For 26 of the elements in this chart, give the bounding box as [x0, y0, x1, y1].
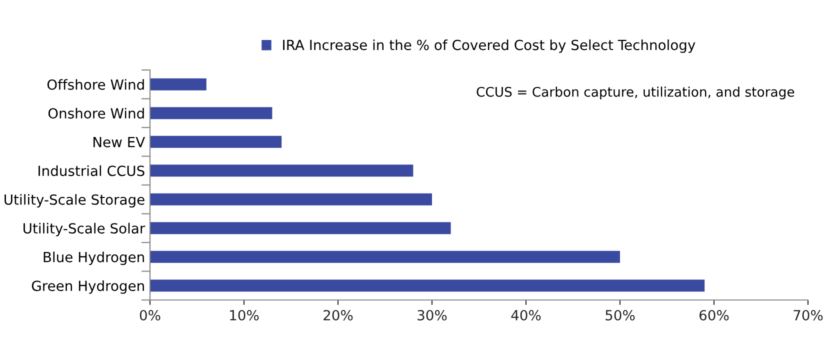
x-tick-label: 10% — [230, 310, 259, 320]
y-tick-label: Blue Hydrogen — [44, 252, 144, 266]
bar — [150, 193, 432, 206]
y-tick-label: Onshore Wind — [48, 108, 144, 119]
x-tick-label: 70% — [794, 310, 823, 320]
y-tick-label: Utility-Scale Storage — [4, 194, 144, 208]
bar — [150, 107, 272, 120]
bar — [150, 280, 705, 292]
legend-label: IRA Increase in the % of Covered Cost by Select Technology — [283, 39, 696, 53]
y-tick-label: New EV — [94, 137, 146, 148]
bar — [150, 164, 414, 177]
x-tick-label: 40% — [511, 310, 541, 320]
y-tick-label: Offshore Wind — [47, 79, 144, 90]
bar — [150, 222, 451, 234]
x-tick-label: 30% — [418, 310, 447, 320]
y-tick-label: Green Hydrogen — [32, 280, 144, 294]
x-tick-label: 50% — [606, 310, 635, 320]
x-tick-label: 20% — [324, 310, 353, 320]
annotation: CCUS = Carbon capture, utilization, and storage — [476, 86, 794, 100]
x-tick-label: 60% — [700, 310, 729, 320]
x-tick-label: 0% — [140, 310, 160, 320]
bar — [150, 78, 206, 90]
bar — [150, 250, 620, 263]
bar — [150, 136, 282, 148]
y-tick-label: Industrial CCUS — [38, 165, 144, 176]
y-tick-label: Utility-Scale Solar — [24, 222, 146, 236]
